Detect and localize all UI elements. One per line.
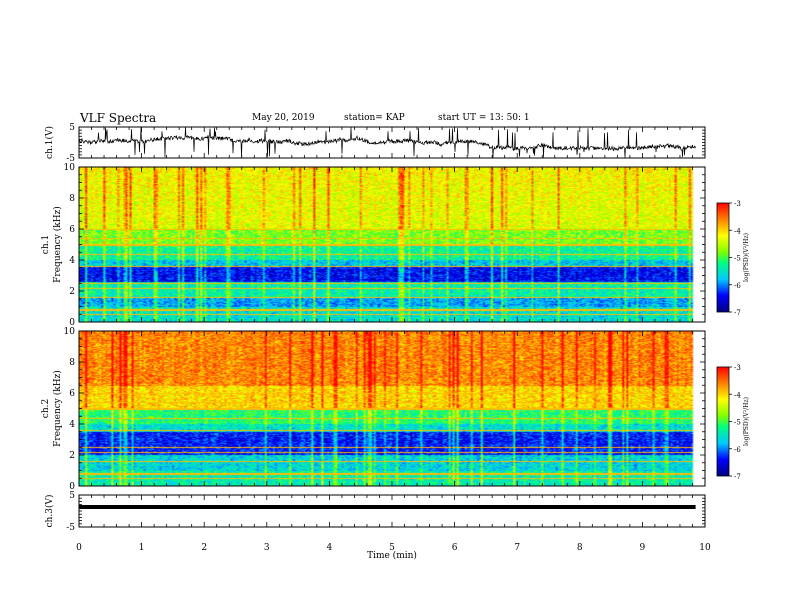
ch1-waveform-ylabel: ch.1(V) [44,126,55,159]
station-label: station= KAP [344,113,405,123]
ch1-spectrogram-ytick-label: 4 [69,256,75,266]
x-tick-label: 2 [201,543,207,553]
start-time-label: start UT = 13: 50: 1 [438,113,530,123]
ch2-spectrogram-ylabel2: Frequency (kHz) [52,370,63,447]
colorbar-tick-label: -7 [734,473,741,481]
x-tick-label: 4 [327,543,333,553]
ch2-spectrogram-ytick-label: 4 [69,420,75,430]
ch2-spectrogram-ytick-label: 6 [69,389,75,399]
x-tick-label: 7 [514,543,520,553]
ch1-spectrogram-ytick-label: 6 [69,225,75,235]
x-tick-label: 1 [139,543,145,553]
ch1-spectrogram-ytick-label: 10 [64,163,76,173]
ch2-spectrogram-ytick-label: 2 [69,451,75,461]
colorbar-ch1 [716,202,730,313]
x-tick-label: 6 [452,543,458,553]
ch3-waveform-ytick-label: -5 [66,523,75,533]
ch1-spectrogram-ytick-label: 0 [69,318,75,328]
ch2-spectrogram-ytick-label: 0 [69,482,75,492]
ch1-waveform-line [78,127,696,158]
x-tick-label: 10 [699,543,711,553]
ch3-waveform-ytick-label: 5 [69,491,75,501]
ch3-waveform-ylabel: ch.3(V) [44,495,55,528]
ch1-spectrogram-ytick-label: 2 [69,287,75,297]
ch1-spectrogram-ytick-label: 8 [69,194,75,204]
colorbar-label: log(PSD)(V²/Hz) [743,233,750,282]
x-tick-label: 8 [577,543,583,553]
figure-title: VLF Spectra [80,111,157,125]
colorbar-tick-label: -4 [734,391,741,399]
colorbar-tick-label: -3 [734,364,741,372]
x-tick-label: 9 [640,543,646,553]
x-tick-label: 3 [264,543,270,553]
ch1-spectrogram-ylabel2: Frequency (kHz) [52,206,63,283]
colorbar-tick-label: -7 [734,309,741,317]
colorbar-tick-label: -4 [734,227,741,235]
x-axis-label: Time (min) [367,550,417,561]
ch1-waveform-ytick-label: 5 [69,123,75,133]
spectrogram-ch2 [79,331,705,486]
colorbar-tick-label: -5 [734,255,741,263]
x-tick-label: 5 [389,543,395,553]
ch1-spectrogram-ylabel1: ch.1 [41,235,51,254]
date-label: May 20, 2019 [252,113,315,123]
x-tick-label: 0 [76,543,82,553]
spectrogram-ch1 [79,167,705,322]
ch2-spectrogram-ytick-label: 10 [64,327,76,337]
ch2-spectrogram-ytick-label: 8 [69,358,75,368]
colorbar-tick-label: -3 [734,200,741,208]
colorbar-tick-label: -6 [734,446,741,454]
colorbar-ch2 [716,366,730,477]
colorbar-tick-label: -6 [734,282,741,290]
ch1-waveform-ytick-label: -5 [66,154,75,164]
colorbar-label: log(PSD)(V²/Hz) [743,397,750,446]
ch2-spectrogram-ylabel1: ch.2 [41,399,51,418]
colorbar-tick-label: -5 [734,419,741,427]
